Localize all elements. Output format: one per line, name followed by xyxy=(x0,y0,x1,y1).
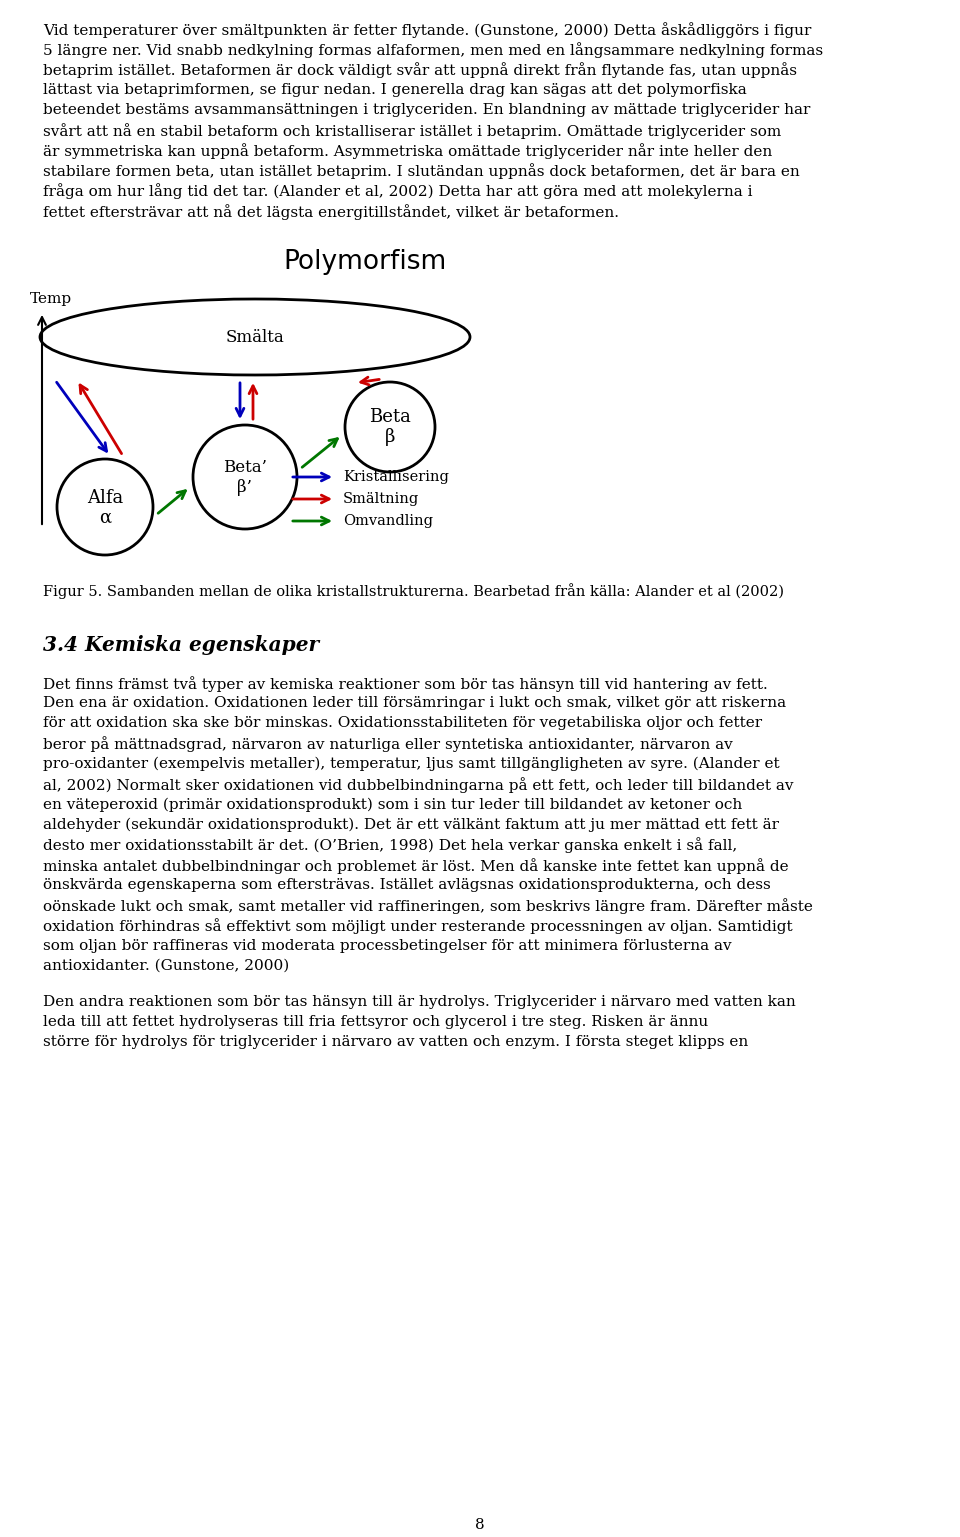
Text: Beta’: Beta’ xyxy=(223,458,267,475)
Text: lättast via betaprimformen, se figur nedan. I generella drag kan sägas att det p: lättast via betaprimformen, se figur ned… xyxy=(43,83,747,97)
Text: för att oxidation ska ske bör minskas. Oxidationsstabiliteten för vegetabiliska : för att oxidation ska ske bör minskas. O… xyxy=(43,716,762,730)
Text: pro-oxidanter (exempelvis metaller), temperatur, ljus samt tillgängligheten av s: pro-oxidanter (exempelvis metaller), tem… xyxy=(43,756,780,772)
Text: stabilare formen beta, utan istället betaprim. I slutändan uppnås dock betaforme: stabilare formen beta, utan istället bet… xyxy=(43,163,800,180)
Text: minska antalet dubbelbindningar och problemet är löst. Men då kanske inte fettet: minska antalet dubbelbindningar och prob… xyxy=(43,858,788,873)
Text: Den andra reaktionen som bör tas hänsyn till är hydrolys. Triglycerider i närvar: Den andra reaktionen som bör tas hänsyn … xyxy=(43,994,796,1008)
Text: fettet eftersträvar att nå det lägsta energitillståndet, vilket är betaformen.: fettet eftersträvar att nå det lägsta en… xyxy=(43,204,619,220)
Text: Omvandling: Omvandling xyxy=(343,513,433,529)
Text: desto mer oxidationsstabilt är det. (O’Brien, 1998) Det hela verkar ganska enkel: desto mer oxidationsstabilt är det. (O’B… xyxy=(43,838,737,853)
Text: Vid temperaturer över smältpunkten är fetter flytande. (Gunstone, 2000) Detta ås: Vid temperaturer över smältpunkten är fe… xyxy=(43,22,811,38)
Text: betaprim istället. Betaformen är dock väldigt svår att uppnå direkt från flytand: betaprim istället. Betaformen är dock vä… xyxy=(43,63,797,78)
Text: oxidation förhindras så effektivt som möjligt under resterande processningen av : oxidation förhindras så effektivt som mö… xyxy=(43,919,793,934)
Text: Kristallisering: Kristallisering xyxy=(343,470,449,484)
Text: Beta: Beta xyxy=(369,407,411,426)
Text: Den ena är oxidation. Oxidationen leder till försämringar i lukt och smak, vilke: Den ena är oxidation. Oxidationen leder … xyxy=(43,696,786,710)
Text: som oljan bör raffineras vid moderata processbetingelser för att minimera förlus: som oljan bör raffineras vid moderata pr… xyxy=(43,939,732,953)
Text: Polymorfism: Polymorfism xyxy=(283,249,446,275)
Text: oönskade lukt och smak, samt metaller vid raffineringen, som beskrivs längre fra: oönskade lukt och smak, samt metaller vi… xyxy=(43,898,813,915)
Text: fråga om hur lång tid det tar. (Alander et al, 2002) Detta har att göra med att : fråga om hur lång tid det tar. (Alander … xyxy=(43,183,753,200)
Text: önskvärda egenskaperna som eftersträvas. Istället avlägsnas oxidationsproduktern: önskvärda egenskaperna som eftersträvas.… xyxy=(43,878,771,891)
Text: al, 2002) Normalt sker oxidationen vid dubbelbindningarna på ett fett, och leder: al, 2002) Normalt sker oxidationen vid d… xyxy=(43,778,794,793)
Text: beror på mättnadsgrad, närvaron av naturliga eller syntetiska antioxidanter, när: beror på mättnadsgrad, närvaron av natur… xyxy=(43,736,732,753)
Text: antioxidanter. (Gunstone, 2000): antioxidanter. (Gunstone, 2000) xyxy=(43,959,289,973)
Text: Alfa: Alfa xyxy=(86,489,123,507)
Text: β’: β’ xyxy=(237,480,252,496)
Text: α: α xyxy=(99,509,111,527)
Text: leda till att fettet hydrolyseras till fria fettsyror och glycerol i tre steg. R: leda till att fettet hydrolyseras till f… xyxy=(43,1016,708,1030)
Text: β: β xyxy=(385,427,396,446)
Text: 8: 8 xyxy=(475,1519,485,1532)
Text: Smältning: Smältning xyxy=(343,492,420,506)
Text: aldehyder (sekundär oxidationsprodukt). Det är ett välkänt faktum att ju mer mät: aldehyder (sekundär oxidationsprodukt). … xyxy=(43,818,779,832)
Text: Det finns främst två typer av kemiska reaktioner som bör tas hänsyn till vid han: Det finns främst två typer av kemiska re… xyxy=(43,676,768,692)
Text: Smälta: Smälta xyxy=(226,329,284,346)
Text: 3.4 Kemiska egenskaper: 3.4 Kemiska egenskaper xyxy=(43,635,319,655)
Text: är symmetriska kan uppnå betaform. Asymmetriska omättade triglycerider når inte : är symmetriska kan uppnå betaform. Asymm… xyxy=(43,143,772,158)
Text: svårt att nå en stabil betaform och kristalliserar istället i betaprim. Omättade: svårt att nå en stabil betaform och kris… xyxy=(43,123,781,138)
Text: Temp: Temp xyxy=(30,292,72,306)
Text: 5 längre ner. Vid snabb nedkylning formas alfaformen, men med en långsammare ned: 5 längre ner. Vid snabb nedkylning forma… xyxy=(43,41,823,58)
Text: en väteperoxid (primär oxidationsprodukt) som i sin tur leder till bildandet av : en väteperoxid (primär oxidationsprodukt… xyxy=(43,798,742,812)
Text: Figur 5. Sambanden mellan de olika kristallstrukturerna. Bearbetad från källa: A: Figur 5. Sambanden mellan de olika krist… xyxy=(43,583,784,599)
Text: beteendet bestäms avsammansättningen i triglyceriden. En blandning av mättade tr: beteendet bestäms avsammansättningen i t… xyxy=(43,103,810,117)
Text: större för hydrolys för triglycerider i närvaro av vatten och enzym. I första st: större för hydrolys för triglycerider i … xyxy=(43,1036,748,1050)
